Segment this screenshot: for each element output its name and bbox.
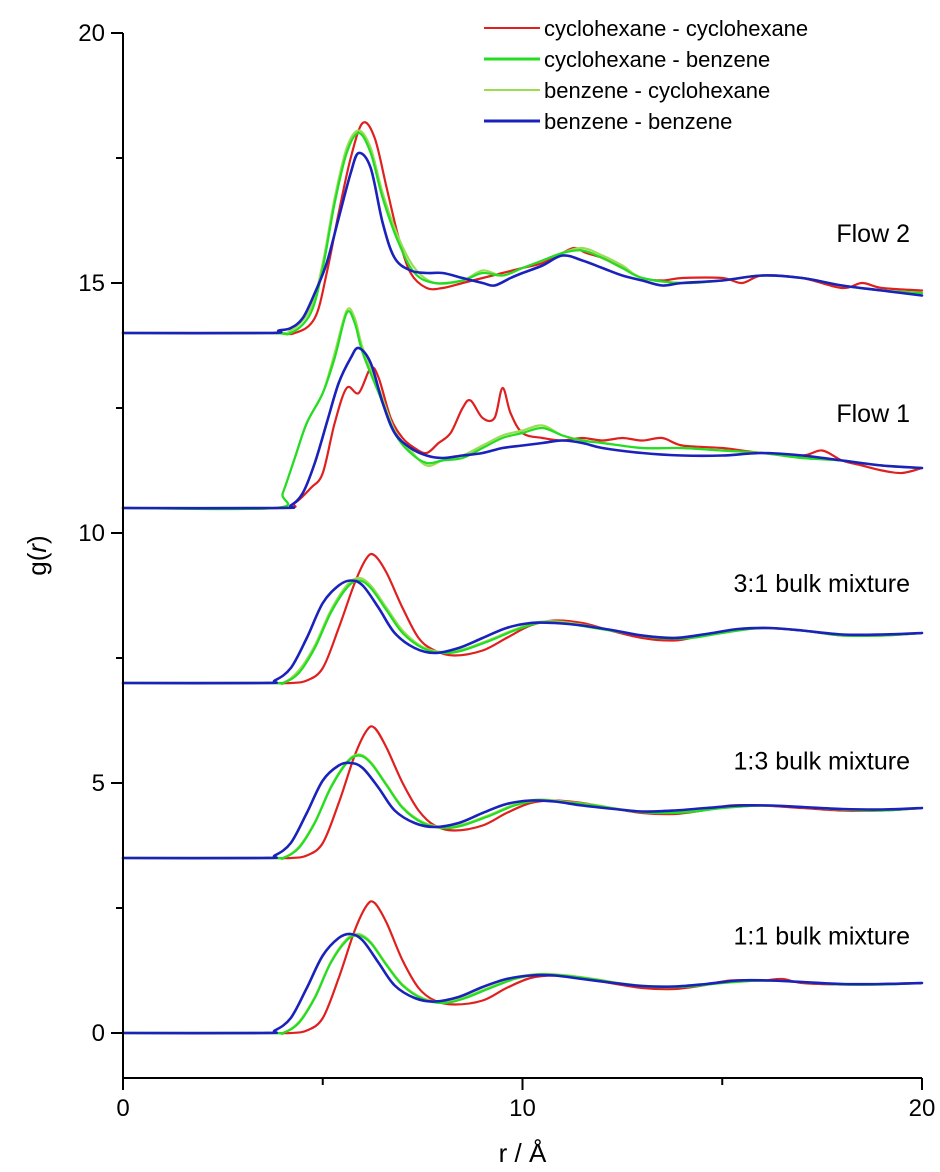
y-tick-label: 5 (92, 770, 105, 797)
y-axis-title: g(r) (22, 535, 52, 575)
panel-labels: Flow 2 Flow 1 3:1 bulk mixture 1:3 bulk mix… (734, 220, 910, 951)
panel-curves-1 (121, 307, 924, 511)
legend-label: cyclohexane - benzene (544, 47, 770, 72)
series-line-benzene-cyclohexane (121, 129, 924, 335)
axes-layer: 0 10 20 0 5 10 15 20 (78, 20, 935, 1122)
series-line-cyclohexane-cyclohexane (121, 725, 924, 860)
x-axis-title: r / Å (499, 1138, 547, 1168)
panel-curves-3 (121, 725, 924, 860)
legend: cyclohexane - cyclohexane cyclohexane - b… (484, 16, 808, 134)
legend-label: benzene - cyclohexane (544, 78, 770, 103)
legend-label: benzene - benzene (544, 109, 732, 134)
y-tick-label: 10 (78, 520, 105, 547)
y-tick-label: 15 (78, 270, 105, 297)
panel-label: 3:1 bulk mixture (734, 570, 910, 598)
series-line-benzene-benzene (121, 579, 924, 685)
panel-label: 1:3 bulk mixture (734, 748, 910, 776)
panel-curves-2 (121, 552, 924, 686)
y-ticks: 0 5 10 15 20 (78, 20, 123, 1047)
legend-label: cyclohexane - cyclohexane (544, 16, 808, 41)
series-line-benzene-benzene (121, 761, 924, 860)
series-line-benzene-cyclohexane (121, 307, 924, 511)
series-line-cyclohexane-cyclohexane (121, 366, 924, 510)
x-tick-label: 0 (116, 1095, 129, 1122)
series-line-cyclohexane-benzene (121, 131, 924, 336)
series-line-benzene-benzene (121, 932, 924, 1035)
panel-label: Flow 2 (836, 220, 910, 248)
x-tick-label: 10 (509, 1095, 536, 1122)
y-tick-label: 20 (78, 20, 105, 47)
y-axis-title-italic: r (22, 543, 52, 553)
y-axis-title-close: ) (22, 535, 52, 544)
y-tick-label: 0 (92, 1020, 105, 1047)
series-line-benzene-benzene (121, 151, 924, 335)
series-line-cyclohexane-cyclohexane (121, 121, 924, 336)
x-tick-label: 20 (909, 1095, 936, 1122)
panel-label: 1:1 bulk mixture (734, 923, 910, 951)
y-axis-title-main: g( (22, 552, 52, 575)
panel-label: Flow 1 (836, 400, 910, 428)
series-line-cyclohexane-benzene (121, 579, 924, 685)
curves-layer (121, 121, 924, 1035)
panel-curves-4 (121, 900, 924, 1035)
series-line-cyclohexane-cyclohexane (121, 900, 924, 1035)
panel-curves-0 (121, 121, 924, 336)
series-line-cyclohexane-benzene (121, 310, 924, 511)
series-line-benzene-benzene (121, 346, 924, 510)
x-ticks: 0 10 20 (116, 1078, 935, 1122)
